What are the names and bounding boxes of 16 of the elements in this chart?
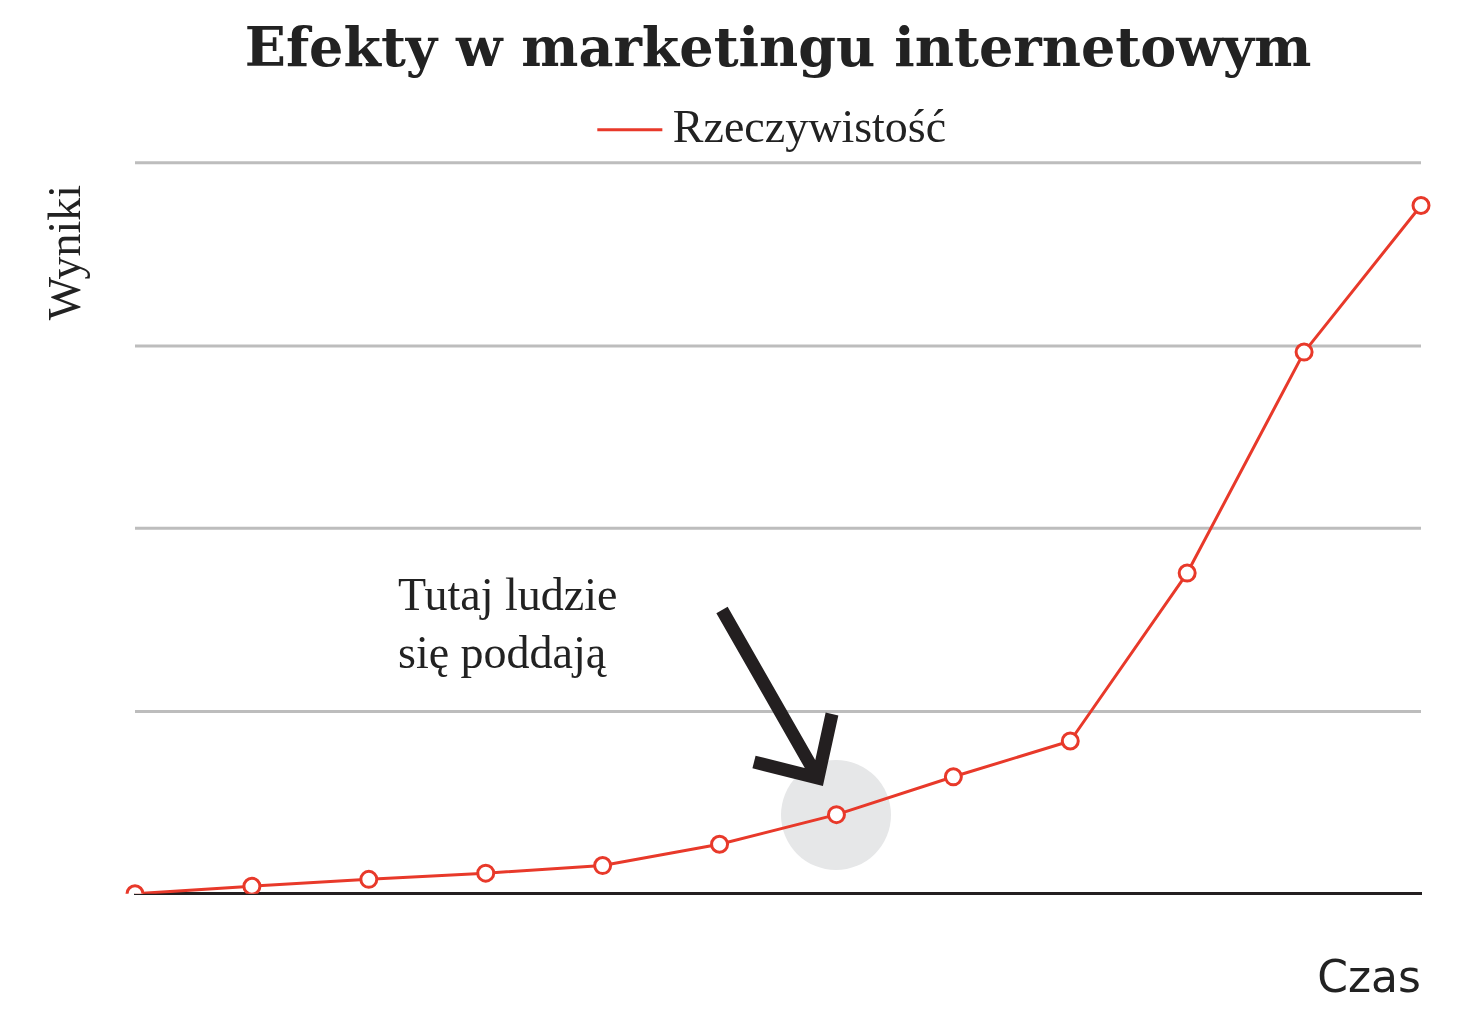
point [359,869,379,889]
legend-label: Rzeczywistość [672,100,947,152]
point [1177,563,1197,583]
point [710,834,730,854]
point [593,856,613,876]
annotation: Tutaj ludzie się poddają [398,568,618,680]
y-axis-title: Wyniki [38,185,91,321]
point [242,876,262,894]
point [1060,731,1080,751]
point [826,805,846,825]
point [1294,342,1314,362]
chart-title: Efekty w marketingu internetowym [244,15,1312,80]
x-axis-title: Czas [1317,951,1421,1003]
point [1411,195,1431,215]
point [476,863,496,883]
point [943,767,963,787]
